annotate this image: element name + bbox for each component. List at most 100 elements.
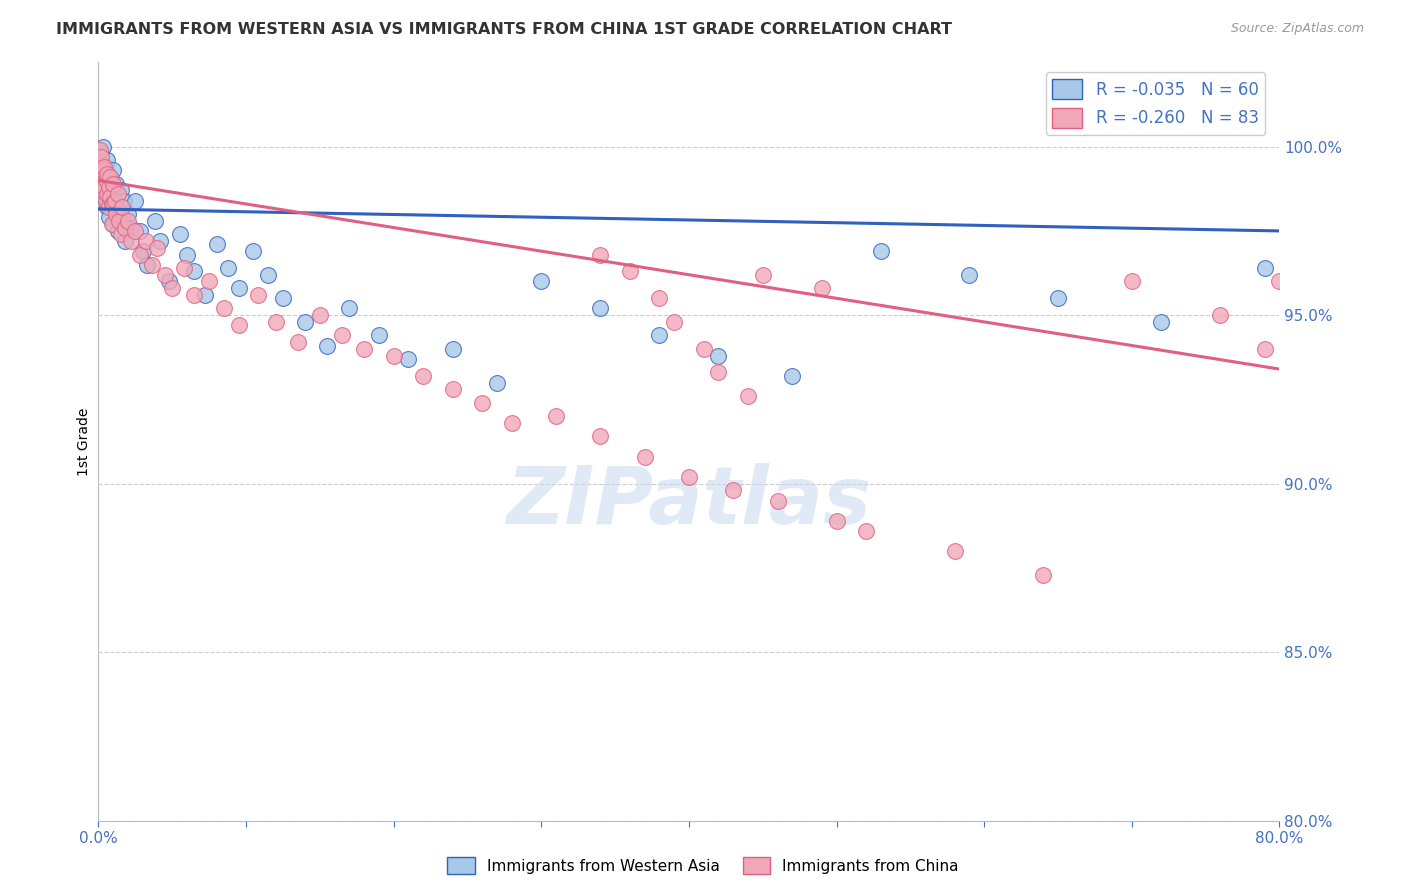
Point: [309, 308, 332, 322]
Point: [693, 342, 716, 356]
Point: [128, 247, 150, 261]
Point: [228, 281, 250, 295]
Point: [136, 258, 159, 272]
Point: [183, 264, 205, 278]
Point: [98, 169, 121, 184]
Point: [89, 156, 111, 170]
Point: [103, 217, 125, 231]
Point: [162, 281, 183, 295]
Point: [205, 237, 228, 252]
Point: [530, 275, 553, 289]
Point: [678, 470, 700, 484]
Point: [634, 450, 657, 464]
Point: [94, 173, 117, 187]
Point: [943, 544, 966, 558]
Point: [173, 260, 195, 275]
Point: [546, 409, 568, 424]
Text: ZIPatlas: ZIPatlas: [506, 463, 872, 541]
Point: [870, 244, 893, 259]
Point: [97, 184, 120, 198]
Point: [198, 275, 221, 289]
Point: [664, 315, 686, 329]
Point: [1150, 315, 1173, 329]
Point: [330, 328, 353, 343]
Point: [737, 389, 759, 403]
Point: [441, 382, 464, 396]
Point: [108, 203, 131, 218]
Point: [339, 301, 361, 316]
Point: [723, 483, 745, 498]
Point: [91, 163, 114, 178]
Point: [217, 260, 239, 275]
Legend: Immigrants from Western Asia, Immigrants from China: Immigrants from Western Asia, Immigrants…: [441, 851, 965, 880]
Point: [782, 368, 804, 383]
Point: [157, 275, 180, 289]
Point: [117, 207, 139, 221]
Point: [246, 288, 269, 302]
Point: [398, 351, 420, 366]
Point: [589, 301, 612, 316]
Point: [120, 220, 142, 235]
Point: [825, 514, 848, 528]
Point: [146, 241, 169, 255]
Point: [1386, 379, 1406, 393]
Point: [176, 247, 198, 261]
Point: [104, 197, 127, 211]
Point: [271, 291, 294, 305]
Point: [96, 153, 118, 168]
Point: [169, 227, 191, 242]
Point: [117, 214, 139, 228]
Point: [1121, 275, 1143, 289]
Point: [114, 220, 136, 235]
Legend: R = -0.035   N = 60, R = -0.260   N = 83: R = -0.035 N = 60, R = -0.260 N = 83: [1046, 72, 1265, 135]
Point: [90, 150, 112, 164]
Point: [104, 194, 127, 208]
Point: [501, 416, 523, 430]
Point: [96, 167, 118, 181]
Point: [707, 366, 730, 380]
Point: [124, 194, 146, 208]
Point: [368, 328, 391, 343]
Point: [257, 268, 280, 282]
Point: [855, 524, 877, 538]
Point: [89, 143, 111, 157]
Point: [648, 291, 671, 305]
Point: [382, 349, 405, 363]
Point: [94, 180, 117, 194]
Point: [412, 368, 434, 383]
Point: [1032, 567, 1054, 582]
Point: [90, 169, 112, 184]
Point: [108, 214, 131, 228]
Point: [959, 268, 981, 282]
Point: [294, 315, 316, 329]
Point: [143, 214, 166, 228]
Point: [112, 194, 135, 208]
Point: [353, 342, 375, 356]
Point: [94, 160, 117, 174]
Point: [103, 177, 125, 191]
Point: [91, 184, 114, 198]
Point: [124, 224, 146, 238]
Point: [103, 197, 125, 211]
Point: [110, 184, 132, 198]
Point: [91, 139, 114, 153]
Point: [707, 349, 730, 363]
Point: [242, 244, 264, 259]
Point: [589, 247, 612, 261]
Point: [1046, 291, 1070, 305]
Point: [105, 207, 128, 221]
Point: [810, 281, 832, 295]
Y-axis label: 1st Grade: 1st Grade: [77, 408, 91, 475]
Point: [93, 160, 115, 174]
Point: [105, 177, 128, 191]
Point: [97, 200, 120, 214]
Point: [287, 335, 309, 350]
Point: [1298, 298, 1320, 312]
Point: [135, 234, 157, 248]
Point: [212, 301, 235, 316]
Point: [752, 268, 775, 282]
Point: [1209, 308, 1232, 322]
Point: [97, 211, 120, 225]
Point: [93, 190, 115, 204]
Point: [120, 234, 142, 248]
